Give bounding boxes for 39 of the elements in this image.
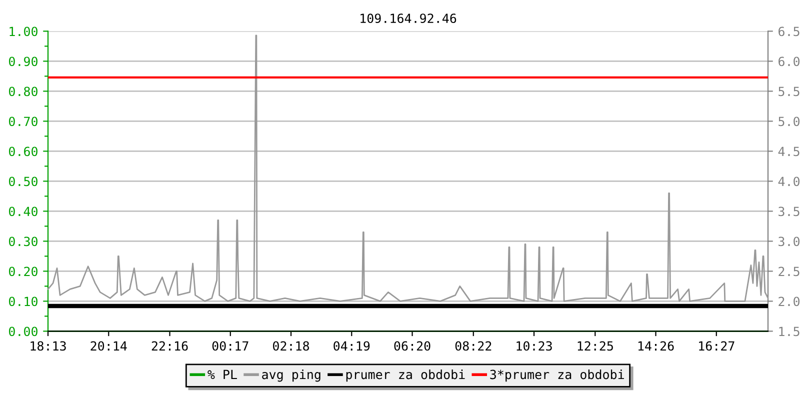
y2-tick-label: 6.0: [778, 56, 800, 66]
y2-tick-label: 2.0: [778, 296, 800, 306]
y2-tick-label: 1.5: [779, 326, 800, 336]
x-tick-label: 20:14: [90, 341, 127, 351]
y-tick-label: 1.00: [10, 26, 38, 36]
y2-tick-label: 5.0: [778, 116, 800, 126]
chart-title: 109.164.92.46: [360, 14, 456, 24]
x-tick-label: 22:16: [152, 341, 188, 351]
y2-tick-label: 6.5: [778, 26, 800, 36]
y2-tick-label: 4.5: [778, 146, 800, 156]
y2-tick-label: 4.0: [778, 176, 800, 186]
x-tick-label: 14:26: [638, 341, 674, 351]
x-tick-label: 02:18: [273, 341, 310, 351]
x-tick-label: 10:23: [516, 341, 552, 351]
legend-label: 3*prumer za obdobi: [490, 370, 624, 382]
y-tick-label: 0.00: [8, 326, 38, 336]
y-tick-label: 0.20: [8, 266, 38, 276]
y-tick-label: 0.40: [8, 206, 38, 216]
x-tick-label: 00:17: [212, 341, 248, 351]
y-tick-label: 0.50: [8, 176, 38, 186]
legend-label: prumer za obdobi: [346, 370, 465, 382]
y2-tick-label: 3.0: [778, 236, 800, 246]
y-tick-label: 0.30: [8, 236, 38, 246]
y-tick-label: 0.80: [8, 86, 38, 96]
y-tick-label: 0.10: [8, 296, 38, 306]
x-tick-label: 12:25: [578, 341, 613, 351]
x-tick-label: 08:22: [455, 341, 492, 351]
legend-label: % PL: [208, 370, 237, 380]
y2-tick-label: 2.5: [778, 266, 800, 276]
y-tick-label: 0.70: [8, 116, 38, 126]
x-tick-label: 18:13: [30, 341, 66, 351]
y-tick-label: 0.90: [8, 56, 38, 66]
y2-tick-label: 3.5: [778, 206, 800, 216]
x-tick-label: 04:19: [334, 341, 370, 351]
x-tick-label: 06:20: [394, 341, 430, 351]
y-tick-label: 0.60: [8, 146, 38, 156]
legend-label: avg ping: [262, 370, 320, 382]
y2-tick-label: 5.5: [778, 86, 800, 96]
x-tick-label: 16:27: [699, 341, 734, 351]
